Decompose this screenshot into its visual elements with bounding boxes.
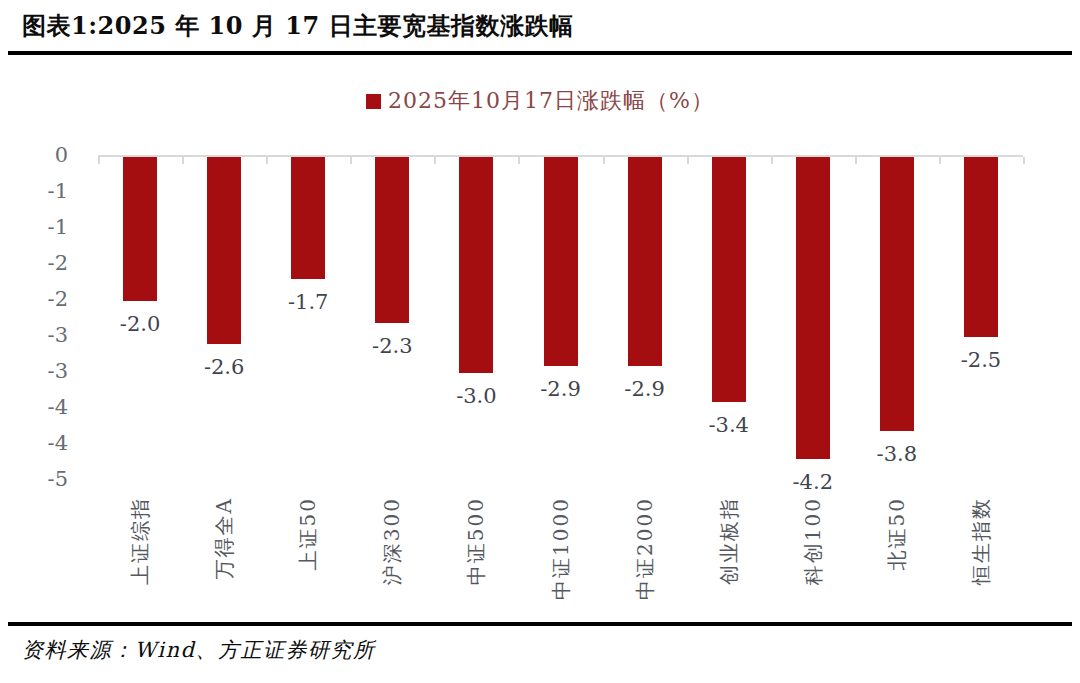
y-axis-tick-label: -1 <box>18 217 68 238</box>
y-axis-tick-label: -2 <box>18 289 68 310</box>
x-axis-category-label: 创业板指 <box>718 497 740 585</box>
x-axis-category-label: 沪深300 <box>381 497 403 585</box>
axis-tick <box>434 157 436 164</box>
bar <box>207 157 241 344</box>
bar-value-label: -2.9 <box>521 378 601 400</box>
bar-value-label: -1.7 <box>268 291 348 313</box>
bar <box>796 157 830 459</box>
y-axis-tick-label: -4 <box>18 433 68 454</box>
axis-tick <box>855 157 857 164</box>
y-axis-tick-label: -3 <box>18 361 68 382</box>
x-axis-category-label: 上证综指 <box>129 497 151 585</box>
bar-value-label: -2.3 <box>352 335 432 357</box>
x-axis-category-label: 中证2000 <box>634 497 656 600</box>
axis-tick <box>1023 157 1025 164</box>
bar-value-label: -2.5 <box>941 349 1021 371</box>
bar-value-label: -4.2 <box>773 471 853 493</box>
y-axis-tick-label: 0 <box>18 145 68 166</box>
axis-tick <box>266 157 268 164</box>
y-axis-tick-label: -4 <box>18 397 68 418</box>
axis-tick <box>687 157 689 164</box>
x-axis-category-label: 中证500 <box>465 497 487 585</box>
bar <box>712 157 746 402</box>
x-axis-category-label: 万得全A <box>213 497 235 579</box>
bar-value-label: -3.4 <box>689 414 769 436</box>
y-axis-tick-label: -5 <box>18 469 68 490</box>
bar <box>628 157 662 366</box>
bar-value-label: -3.8 <box>857 443 937 465</box>
x-axis-category-label: 中证1000 <box>550 497 572 600</box>
bar-value-label: -3.0 <box>436 385 516 407</box>
y-axis-tick-label: -1 <box>18 181 68 202</box>
bar <box>459 157 493 373</box>
footer-divider <box>8 622 1072 626</box>
bar <box>291 157 325 279</box>
x-axis-category-label: 科创100 <box>802 497 824 585</box>
axis-tick <box>518 157 520 164</box>
bar <box>123 157 157 301</box>
y-axis-tick-label: -3 <box>18 325 68 346</box>
x-axis-category-label: 恒生指数 <box>970 497 992 585</box>
axis-tick <box>350 157 352 164</box>
bar-value-label: -2.9 <box>605 378 685 400</box>
figure-canvas: 图表1:2025 年 10 月 17 日主要宽基指数涨跌幅 2025年10月17… <box>0 0 1080 683</box>
y-axis-tick-label: -2 <box>18 253 68 274</box>
bar <box>964 157 998 337</box>
axis-tick <box>939 157 941 164</box>
axis-tick <box>98 157 100 164</box>
source-note: 资料来源：Wind、方正证券研究所 <box>22 636 375 664</box>
bar-chart-plot: 0 -1 -1 -2 -2 -3 -3 -4 -4 -5 -2.0 上证综指 -2.6 万得全A -1.7 上… <box>0 0 1080 683</box>
x-axis-category-label: 北证50 <box>886 497 908 570</box>
x-axis-category-label: 上证50 <box>297 497 319 570</box>
axis-tick <box>182 157 184 164</box>
axis-tick <box>603 157 605 164</box>
bar <box>544 157 578 366</box>
bar <box>880 157 914 431</box>
axis-tick <box>771 157 773 164</box>
bar-value-label: -2.6 <box>184 356 264 378</box>
bar <box>375 157 409 323</box>
bar-value-label: -2.0 <box>100 313 180 335</box>
